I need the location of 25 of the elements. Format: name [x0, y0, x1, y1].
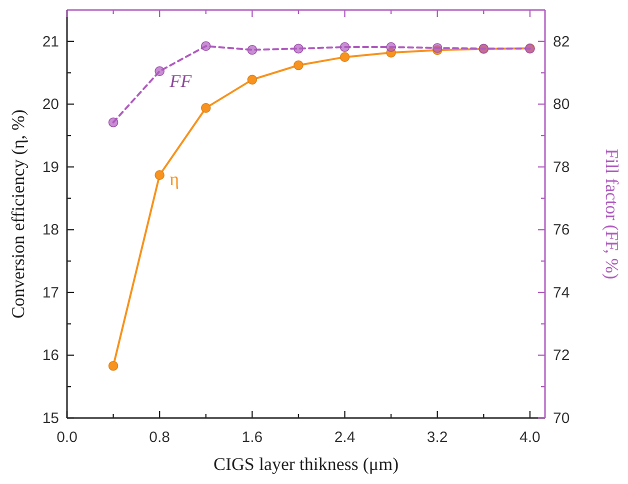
y2-tick-label: 72 — [553, 347, 570, 364]
y-axis-title: Conversion efficiency (η, %) — [8, 109, 28, 319]
x-axis-title: CIGS layer thikness (μm) — [213, 454, 399, 474]
x-tick-label: 0.0 — [56, 429, 78, 446]
x-tick-label: 0.8 — [149, 429, 170, 446]
y-tick-label: 21 — [42, 33, 59, 50]
y2-tick-label: 70 — [553, 410, 570, 427]
x-tick-label: 4.0 — [520, 429, 540, 446]
x-tick-label: 1.6 — [242, 429, 263, 446]
x-tick-label: 2.4 — [334, 429, 356, 446]
series-label: FF — [168, 71, 193, 92]
y-tick-label: 18 — [42, 222, 59, 239]
y2-tick-label: 76 — [553, 222, 570, 239]
y2-axis-title: Fill factor (FF, %) — [602, 148, 622, 280]
y-tick-label: 20 — [42, 96, 59, 114]
series-label: η — [170, 169, 180, 190]
y-tick-label: 16 — [42, 347, 59, 364]
y-tick-label: 19 — [42, 158, 59, 176]
y-tick-label: 15 — [42, 410, 59, 427]
y2-tick-label: 82 — [553, 33, 570, 50]
y2-tick-label: 78 — [553, 158, 570, 176]
y2-tick-label: 80 — [553, 96, 570, 114]
x-tick-label: 3.2 — [426, 429, 448, 446]
y2-tick-label: 74 — [553, 284, 570, 302]
y-tick-label: 17 — [42, 284, 59, 302]
